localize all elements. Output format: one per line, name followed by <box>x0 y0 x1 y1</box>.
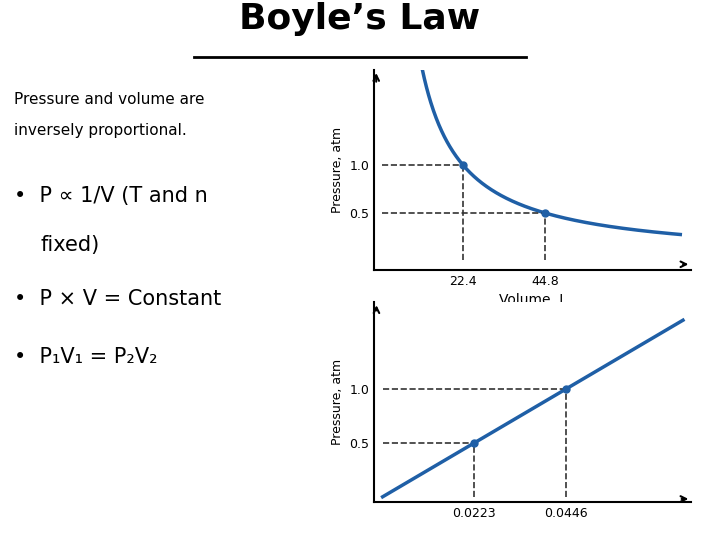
Text: •  P ∝ 1/V (T and n: • P ∝ 1/V (T and n <box>14 186 207 206</box>
Text: Pressure and volume are: Pressure and volume are <box>14 92 204 107</box>
Y-axis label: Pressure, atm: Pressure, atm <box>331 127 344 213</box>
Text: inversely proportional.: inversely proportional. <box>14 123 186 138</box>
Text: fixed): fixed) <box>40 235 99 255</box>
Text: •  P × V = Constant: • P × V = Constant <box>14 289 221 309</box>
Y-axis label: Pressure, atm: Pressure, atm <box>331 359 344 446</box>
X-axis label: Volume, L: Volume, L <box>499 293 567 307</box>
Text: •  P₁V₁ = P₂V₂: • P₁V₁ = P₂V₂ <box>14 347 158 367</box>
Text: Boyle’s Law: Boyle’s Law <box>240 3 480 36</box>
